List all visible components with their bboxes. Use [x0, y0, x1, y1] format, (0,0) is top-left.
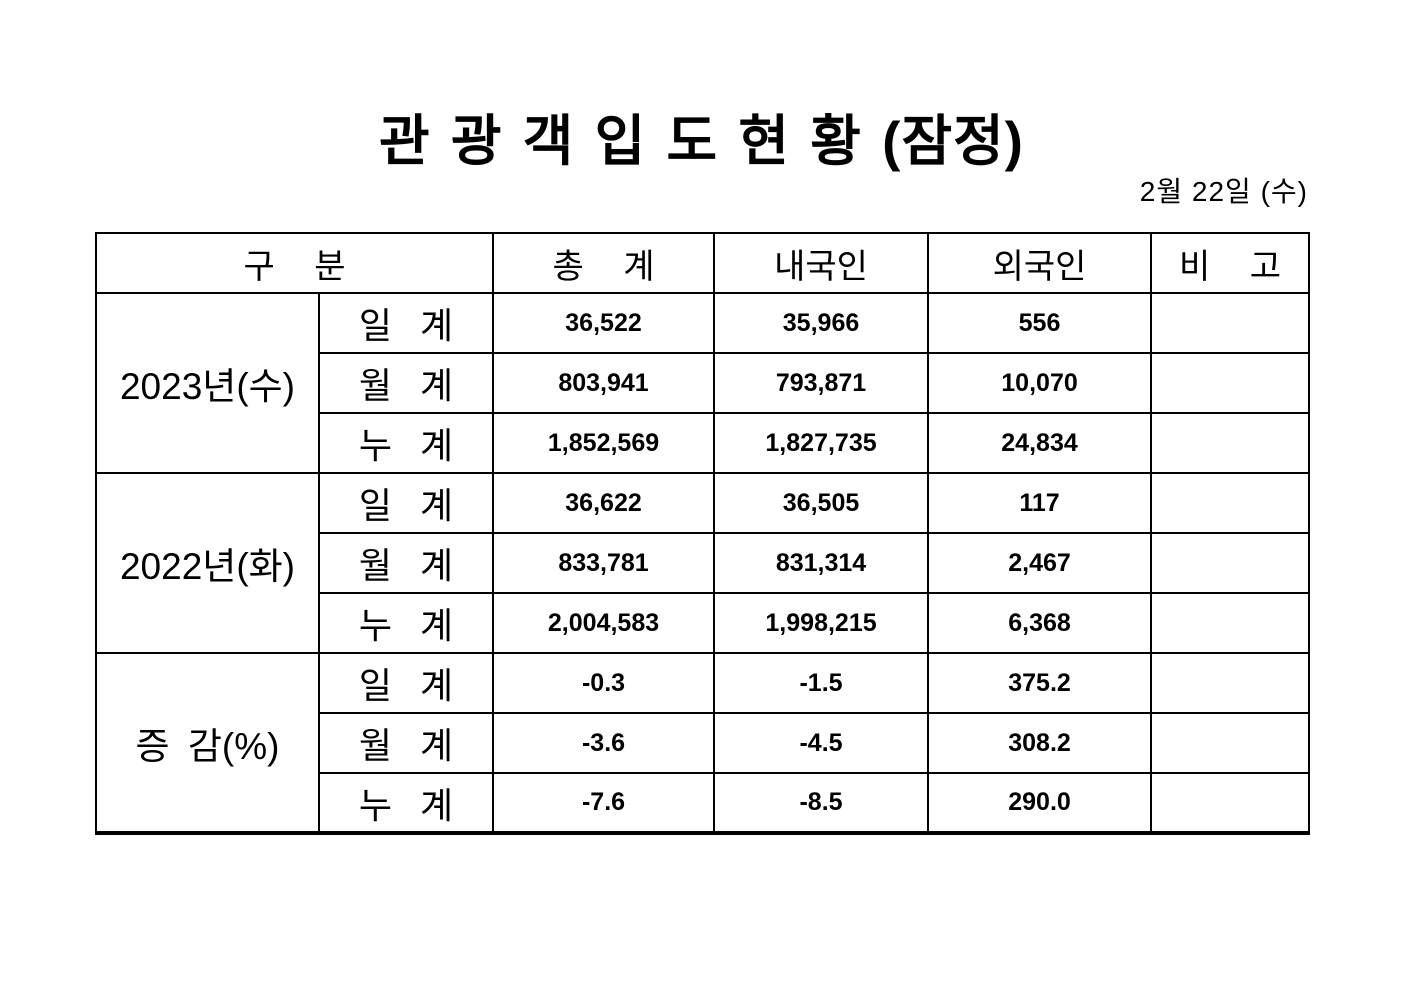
value-domestic: 35,966	[713, 292, 930, 354]
value-domestic: -4.5	[713, 712, 930, 774]
table-row: 누 계 2,004,583 1,998,215 6,368	[96, 592, 1311, 654]
value-foreign: 24,834	[927, 412, 1153, 474]
note-cell	[1150, 772, 1311, 834]
value-foreign: 308.2	[927, 712, 1153, 774]
group-label-change: 증 감(%)	[95, 652, 320, 834]
header-cell-foreign: 외국인	[927, 232, 1153, 294]
note-cell	[1150, 652, 1311, 714]
value-total: 36,622	[492, 472, 716, 534]
value-total: -0.3	[492, 652, 716, 714]
table-row: 2023년(수) 일 계 36,522 35,966 556	[95, 292, 1311, 474]
value-total: 36,522	[492, 292, 716, 354]
value-total: -7.6	[492, 772, 716, 834]
note-cell	[1150, 292, 1311, 354]
value-foreign: 10,070	[927, 352, 1153, 414]
header-cell-total: 총 계	[492, 232, 716, 294]
header-cell-note: 비 고	[1150, 232, 1311, 294]
table-row: 증 감(%) 일 계 -0.3 -1.5 375.2	[95, 652, 1311, 834]
period-cell: 누 계	[317, 592, 495, 654]
value-domestic: 36,505	[713, 472, 930, 534]
group-label-2023: 2023년(수)	[95, 292, 320, 474]
note-cell	[1150, 472, 1311, 534]
table-row: 월 계 -3.6 -4.5 308.2	[96, 712, 1311, 774]
value-domestic: -1.5	[713, 652, 930, 714]
value-total: 2,004,583	[492, 592, 716, 654]
value-foreign: 290.0	[927, 772, 1153, 834]
value-domestic: 793,871	[713, 352, 930, 414]
note-cell	[1150, 412, 1311, 474]
header-cell-domestic: 내국인	[713, 232, 930, 294]
value-domestic: 1,998,215	[713, 592, 930, 654]
period-cell: 누 계	[317, 772, 495, 834]
date-label: 2월 22일 (수)	[1139, 176, 1308, 207]
page-title: 관 광 객 입 도 현 황 (잠정)	[379, 110, 1024, 172]
value-foreign: 556	[927, 292, 1153, 354]
period-cell: 일 계	[317, 472, 495, 534]
table-row: 누 계 -7.6 -8.5 290.0	[96, 772, 1311, 834]
value-foreign: 375.2	[927, 652, 1153, 714]
value-foreign: 117	[927, 472, 1153, 534]
note-cell	[1150, 592, 1311, 654]
value-foreign: 2,467	[927, 532, 1153, 594]
value-domestic: -8.5	[713, 772, 930, 834]
period-cell: 누 계	[317, 412, 495, 474]
table-row: 2022년(화) 일 계 36,622 36,505 117	[95, 472, 1311, 654]
period-cell: 월 계	[317, 712, 495, 774]
value-domestic: 1,827,735	[713, 412, 930, 474]
value-domestic: 831,314	[713, 532, 930, 594]
note-cell	[1150, 712, 1311, 774]
value-total: 1,852,569	[492, 412, 716, 474]
value-foreign: 6,368	[927, 592, 1153, 654]
period-cell: 월 계	[317, 352, 495, 414]
header-row: 구 분 총 계 내국인 외국인 비 고	[94, 232, 1311, 294]
table-row: 월 계 803,941 793,871 10,070	[96, 352, 1311, 414]
value-total: 803,941	[492, 352, 716, 414]
period-cell: 일 계	[317, 292, 495, 354]
tourist-arrivals-table: 구 분 총 계 내국인 외국인 비 고 2023년(수) 일 계 36,522 …	[94, 232, 1311, 835]
value-total: 833,781	[492, 532, 716, 594]
period-cell: 일 계	[317, 652, 495, 714]
group-label-2022: 2022년(화)	[95, 472, 320, 654]
period-cell: 월 계	[317, 532, 495, 594]
value-total: -3.6	[492, 712, 716, 774]
header-cell-gubun: 구 분	[94, 232, 495, 294]
table-row: 누 계 1,852,569 1,827,735 24,834	[96, 412, 1311, 474]
table-row: 월 계 833,781 831,314 2,467	[96, 532, 1311, 594]
note-cell	[1150, 532, 1311, 594]
note-cell	[1150, 352, 1311, 414]
